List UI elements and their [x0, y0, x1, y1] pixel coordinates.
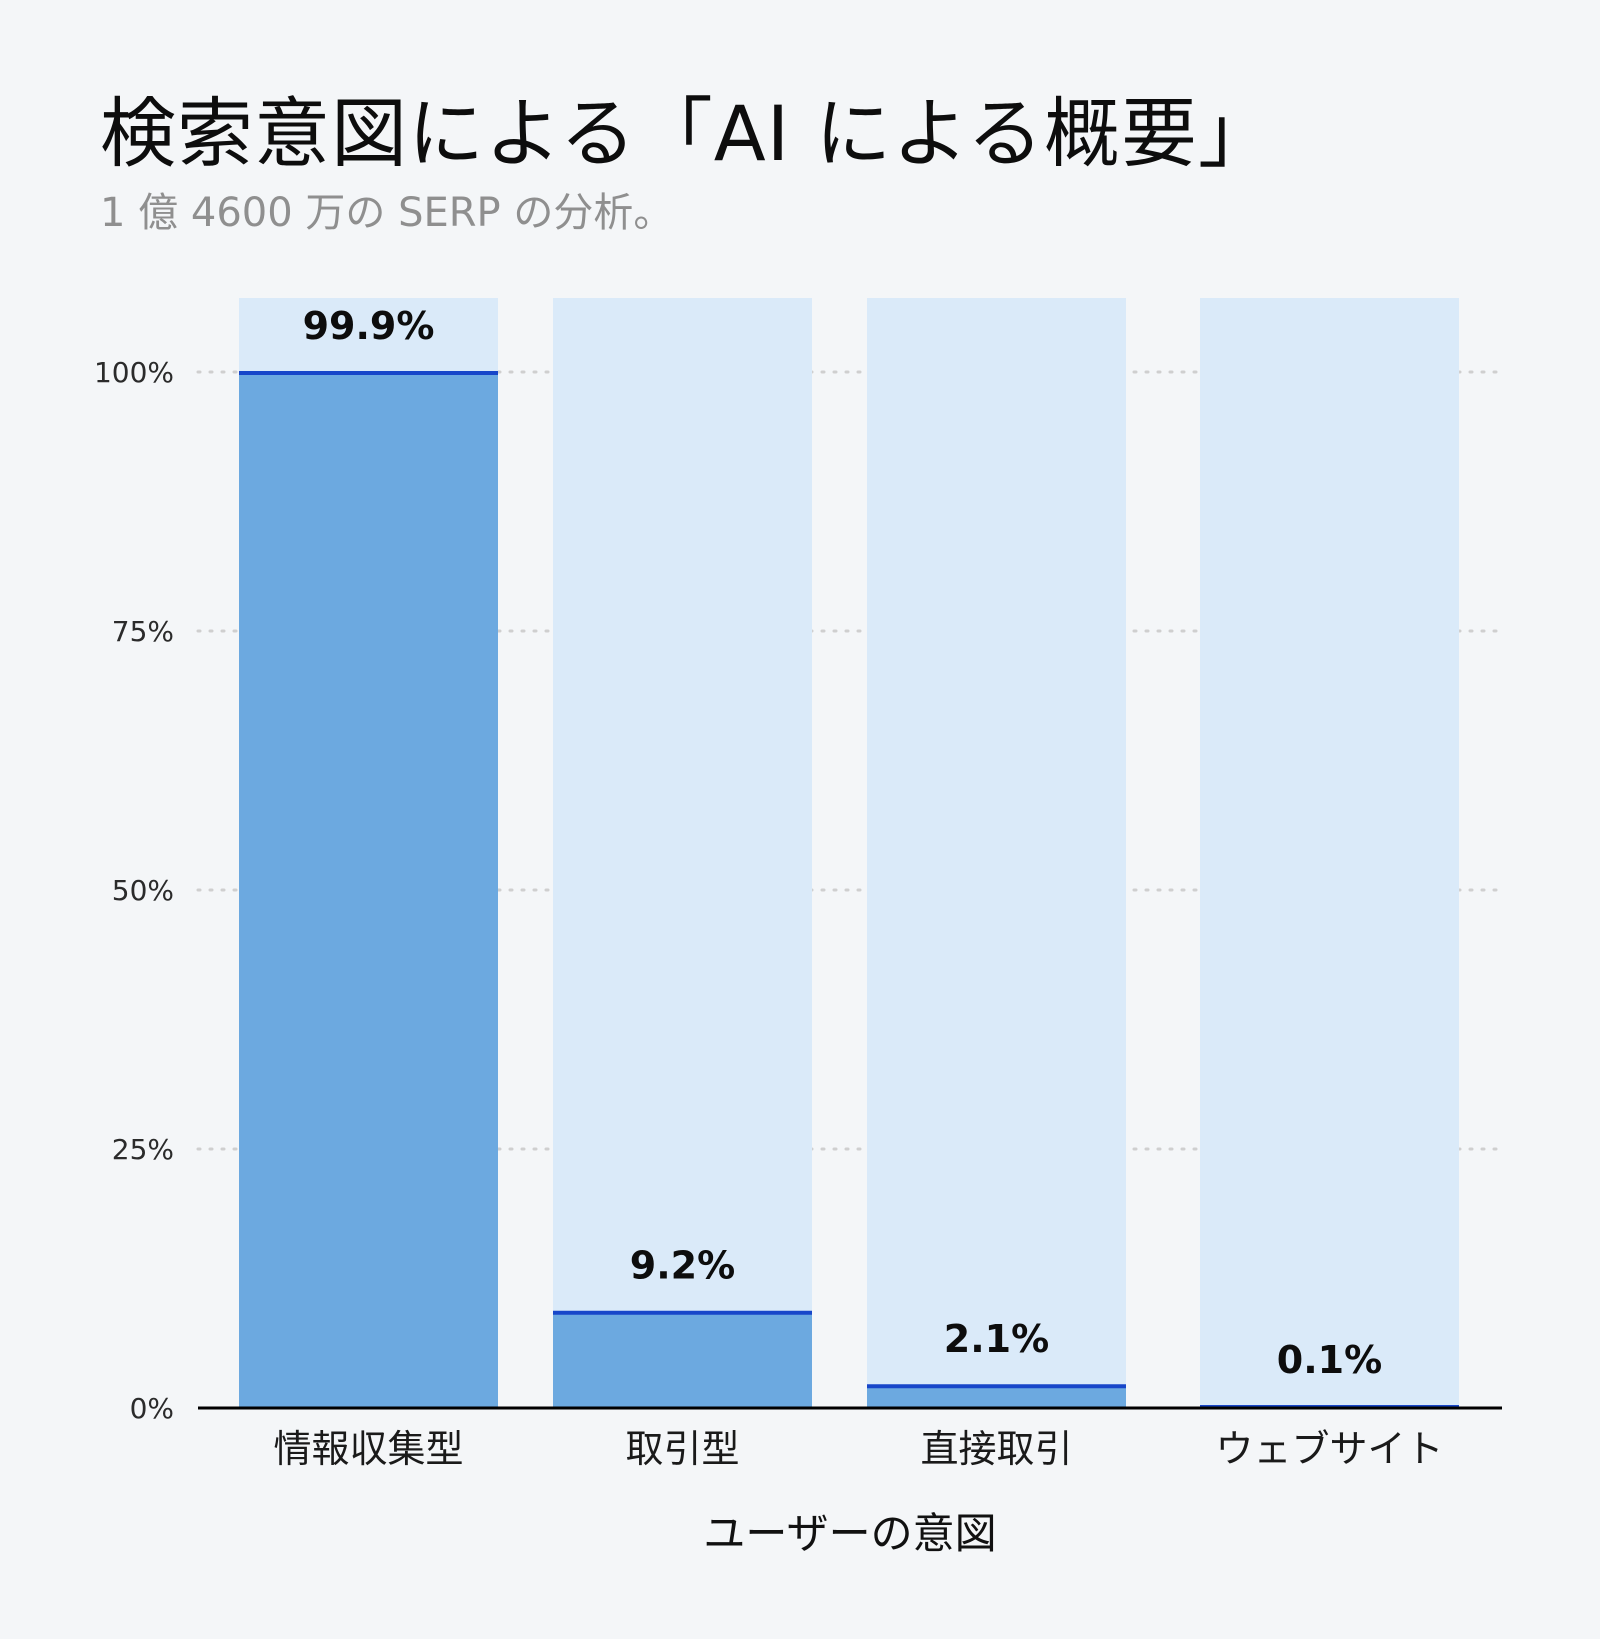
bar-value-label: 99.9% — [303, 304, 435, 348]
y-tick-label: 75% — [112, 615, 174, 648]
x-category-label: 取引型 — [625, 1427, 739, 1471]
y-tick-label: 25% — [112, 1133, 174, 1166]
bar — [867, 1386, 1126, 1408]
bar-value-label: 9.2% — [630, 1244, 735, 1288]
bar-track — [1200, 298, 1459, 1408]
chart-subtitle: 1 億 4600 万の SERP の分析。 — [100, 190, 674, 236]
x-category-label: 情報収集型 — [273, 1427, 463, 1471]
y-tick-label: 100% — [94, 356, 174, 389]
x-category-label: 直接取引 — [920, 1427, 1072, 1471]
bar-value-label: 2.1% — [944, 1317, 1049, 1361]
chart-title: 検索意図による「AI による概要」 — [100, 89, 1276, 178]
bar-track — [867, 298, 1126, 1408]
labels: 0% 25% 50% 75% 100% 99.9% 情報収集型 9.2% 取引型 2.1% 直接取引… — [94, 304, 1444, 1471]
bar-value-label: 0.1% — [1277, 1338, 1382, 1382]
bars — [239, 371, 1459, 1409]
bar — [553, 1312, 812, 1408]
y-tick-label: 0% — [130, 1392, 174, 1425]
bar — [239, 373, 498, 1408]
y-tick-label: 50% — [112, 874, 174, 907]
bar-track — [553, 298, 812, 1408]
x-axis-title: ユーザーの意図 — [703, 1509, 996, 1558]
x-category-label: ウェブサイト — [1215, 1427, 1443, 1471]
